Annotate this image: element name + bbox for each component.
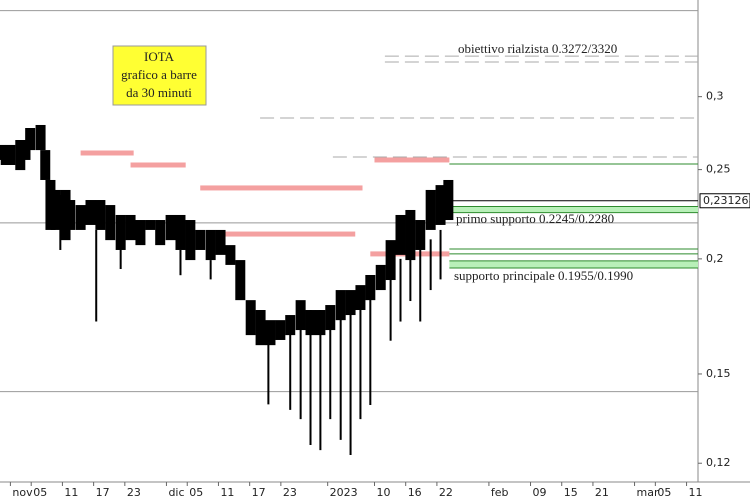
resistance-zone (374, 157, 450, 163)
resistance-zone (200, 185, 363, 191)
price-bar (395, 214, 406, 255)
annotation: obiettivo rialzista 0.3272/3320 (458, 41, 617, 56)
price-bar (405, 209, 416, 261)
x-tick-label: dic (168, 486, 184, 499)
price-bar (125, 214, 136, 241)
x-tick-label: 11 (220, 486, 234, 499)
price-bar (375, 264, 386, 291)
y-tick-label: 0,12 (706, 456, 731, 469)
price-bars (0, 124, 454, 455)
price-bar (385, 240, 396, 281)
price-bar (155, 220, 166, 246)
price-bar (195, 229, 206, 250)
x-tick-label: 17 (252, 486, 266, 499)
price-bar (265, 320, 276, 346)
price-bar (443, 179, 454, 221)
x-tick-label: feb (491, 486, 509, 499)
title-line: IOTA (144, 49, 175, 64)
x-tick-label: 05 (33, 486, 47, 499)
y-tick-label: 0,25 (706, 163, 731, 176)
price-bar (65, 200, 76, 230)
x-tick-label: 05 (657, 486, 671, 499)
last-price-label: 0,231268 (703, 194, 750, 207)
resistance-zone (130, 162, 186, 168)
last-price-box (699, 193, 750, 209)
x-tick-label: 09 (533, 486, 547, 499)
resistance-zone (80, 150, 134, 156)
price-bar (5, 144, 16, 165)
resistance-zone (225, 231, 356, 237)
price-bar (85, 200, 96, 225)
price-bar (245, 300, 256, 336)
price-bar (275, 320, 286, 340)
price-bar (225, 245, 236, 265)
x-tick-label: 11 (64, 486, 78, 499)
x-tick-label: 05 (189, 486, 203, 499)
price-bar (255, 310, 266, 346)
price-bar (185, 220, 196, 261)
x-tick-label: 2023 (330, 486, 358, 499)
price-bar (105, 205, 116, 241)
x-tick-label: 22 (439, 486, 453, 499)
x-tick-label: nov (12, 486, 33, 499)
price-bar (365, 274, 376, 301)
price-bar (435, 185, 446, 225)
price-bar (95, 200, 106, 230)
price-bar (45, 179, 56, 230)
price-bar (25, 128, 36, 151)
support-zone (449, 206, 698, 213)
support-zone (449, 260, 698, 268)
title-line: da 30 minuti (126, 85, 192, 100)
x-tick-label: 11 (689, 486, 703, 499)
price-bar (415, 220, 426, 250)
price-bar (175, 214, 186, 250)
price-bar (55, 195, 66, 221)
x-tick-label: 17 (96, 486, 110, 499)
annotation: primo supporto 0.2245/0.2280 (456, 211, 614, 226)
price-bar (165, 214, 176, 241)
annotation: supporto principale 0.1955/0.1990 (454, 268, 633, 283)
x-tick-label: mar (637, 486, 659, 499)
price-bar (135, 220, 146, 246)
price-bar (40, 150, 51, 180)
title-box (112, 45, 207, 106)
x-tick-label: 21 (595, 486, 609, 499)
price-bar (235, 260, 246, 301)
price-bar (15, 140, 26, 171)
y-tick-label: 0,2 (706, 252, 724, 265)
x-tick-label: 10 (376, 486, 390, 499)
price-bar (425, 189, 436, 230)
axes: 0,30,250,20,150,120,231268nov05111723dic… (9, 90, 750, 499)
price-bar (145, 220, 156, 230)
price-bar (75, 205, 86, 230)
price-bar (215, 229, 226, 255)
x-tick-label: 15 (564, 486, 578, 499)
x-tick-label: 23 (283, 486, 297, 499)
title-line: grafico a barre (121, 67, 197, 82)
y-tick-label: 0,3 (706, 90, 724, 103)
y-tick-label: 0,15 (706, 367, 731, 380)
x-tick-label: 23 (127, 486, 141, 499)
x-tick-label: 16 (408, 486, 422, 499)
price-bar (205, 229, 216, 261)
price-bar (115, 214, 126, 250)
price-bar (35, 124, 46, 151)
